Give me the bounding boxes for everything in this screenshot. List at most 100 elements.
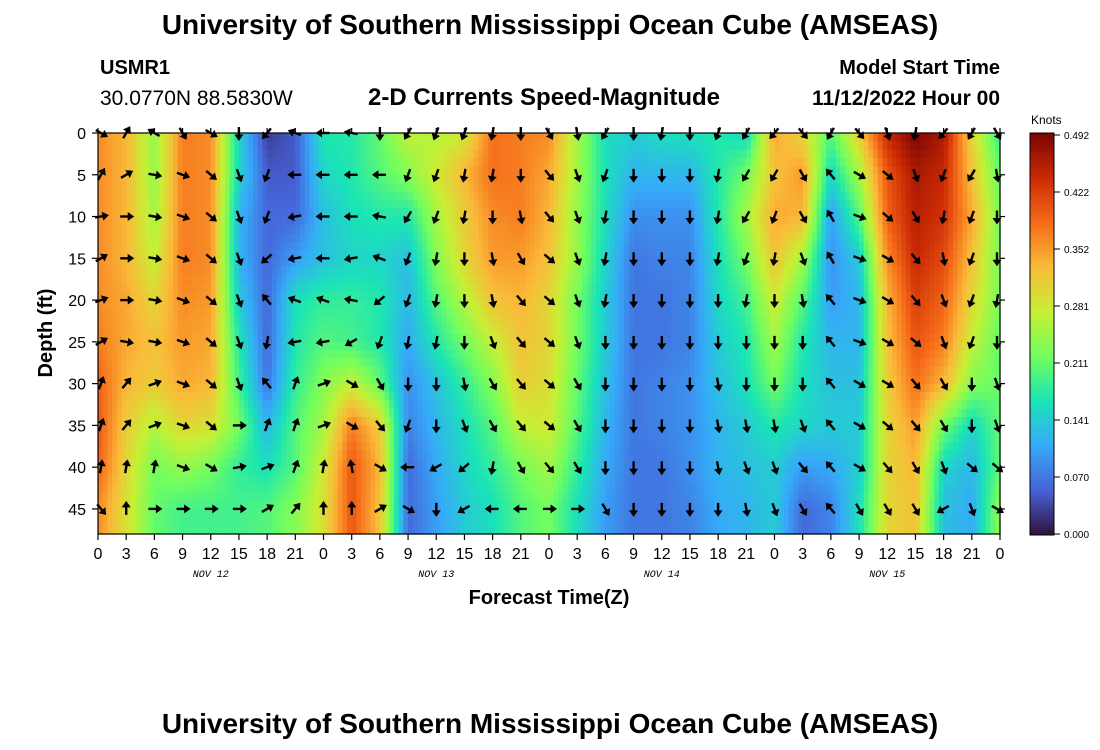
heatmap-cell xyxy=(332,325,339,335)
heatmap-cell xyxy=(253,291,259,301)
heatmap-cell xyxy=(821,300,827,310)
heatmap-cell xyxy=(704,266,710,276)
heatmap-cell xyxy=(605,258,611,268)
heatmap-cell xyxy=(877,308,884,318)
heatmap-cell xyxy=(539,258,545,268)
heatmap-cell xyxy=(257,199,264,209)
heatmap-cell xyxy=(398,224,404,234)
heatmap-cell xyxy=(276,191,282,201)
heatmap-cell xyxy=(765,275,771,284)
heatmap-cell xyxy=(149,141,155,151)
heatmap-cell xyxy=(393,258,400,268)
heatmap-cell xyxy=(426,133,433,142)
heatmap-cell xyxy=(314,233,320,243)
heatmap-cell xyxy=(694,275,700,284)
heatmap-cell xyxy=(224,333,231,343)
heatmap-cell xyxy=(567,300,574,310)
heatmap-cell xyxy=(718,224,724,234)
heatmap-cell xyxy=(840,241,846,251)
heatmap-cell xyxy=(990,191,996,201)
heatmap-cell xyxy=(877,149,884,159)
heatmap-cell xyxy=(647,308,653,318)
heatmap-cell xyxy=(633,166,639,176)
heatmap-cell xyxy=(534,266,541,276)
heatmap-cell xyxy=(929,308,935,318)
heatmap-cell xyxy=(393,133,400,142)
heatmap-cell xyxy=(220,183,226,193)
heatmap-cell xyxy=(431,141,437,151)
heatmap-cell xyxy=(426,249,433,259)
heatmap-cell xyxy=(210,233,217,243)
heatmap-cell xyxy=(558,199,564,209)
heatmap-cell xyxy=(248,266,254,276)
heatmap-cell xyxy=(769,325,776,335)
heatmap-cell xyxy=(332,158,339,168)
heatmap-cell xyxy=(929,258,935,268)
heatmap-cell xyxy=(295,258,301,268)
heatmap-cell xyxy=(887,316,893,326)
heatmap-cell xyxy=(177,300,184,310)
heatmap-cell xyxy=(746,133,752,142)
heatmap-cell xyxy=(469,216,475,226)
heatmap-cell xyxy=(539,283,545,293)
heatmap-cell xyxy=(812,308,818,318)
heatmap-cell xyxy=(595,241,602,251)
heatmap-cell xyxy=(779,283,785,293)
heatmap-cell xyxy=(102,308,108,318)
heatmap-cell xyxy=(859,158,865,168)
heatmap-cell xyxy=(323,208,329,218)
heatmap-cell xyxy=(530,158,536,168)
heatmap-cell xyxy=(144,174,151,184)
heatmap-cell xyxy=(337,241,343,251)
heatmap-cell xyxy=(520,233,527,243)
heatmap-cell xyxy=(412,183,419,193)
heatmap-cell xyxy=(797,316,804,326)
heatmap-cell xyxy=(455,183,461,193)
heatmap-cell xyxy=(318,325,325,335)
heatmap-cell xyxy=(276,300,282,310)
heatmap-cell xyxy=(459,275,466,284)
heatmap-cell xyxy=(243,300,249,310)
heatmap-cell xyxy=(431,233,437,243)
heatmap-cell xyxy=(140,174,146,184)
heatmap-cell xyxy=(948,275,954,284)
heatmap-cell xyxy=(408,266,414,276)
heatmap-cell xyxy=(830,266,837,276)
heatmap-cell xyxy=(957,308,964,318)
heatmap-cell xyxy=(539,249,545,259)
heatmap-cell xyxy=(224,300,231,310)
heatmap-cell xyxy=(445,149,451,159)
heatmap-cell xyxy=(398,233,404,243)
heatmap-cell xyxy=(290,233,296,243)
heatmap-cell xyxy=(675,158,682,168)
heatmap-cell xyxy=(934,341,940,351)
heatmap-cell xyxy=(896,174,902,184)
heatmap-cell xyxy=(981,233,987,243)
heatmap-cell xyxy=(375,266,381,276)
heatmap-cell xyxy=(943,174,949,184)
heatmap-cell xyxy=(238,275,245,284)
heatmap-cell xyxy=(318,216,325,226)
colorbar-units: Knots xyxy=(1031,113,1062,127)
heatmap-cell xyxy=(210,249,217,259)
heatmap-cell xyxy=(215,199,221,209)
heatmap-cell xyxy=(924,149,931,159)
heatmap-cell xyxy=(896,191,902,201)
heatmap-cell xyxy=(718,283,724,293)
heatmap-cell xyxy=(459,183,466,193)
heatmap-cell xyxy=(915,325,921,335)
heatmap-cell xyxy=(962,275,968,284)
heatmap-cell xyxy=(365,325,372,335)
heatmap-cell xyxy=(149,333,155,343)
heatmap-cell xyxy=(159,241,165,251)
heatmap-cell xyxy=(642,300,649,310)
heatmap-cell xyxy=(393,300,400,310)
heatmap-cell xyxy=(821,208,827,218)
heatmap-cell xyxy=(633,141,639,151)
heatmap-cell xyxy=(271,199,278,209)
heatmap-cell xyxy=(628,191,635,201)
heatmap-cell xyxy=(140,266,146,276)
heatmap-cell xyxy=(163,266,170,276)
heatmap-cell xyxy=(741,325,747,335)
heatmap-cell xyxy=(215,258,221,268)
